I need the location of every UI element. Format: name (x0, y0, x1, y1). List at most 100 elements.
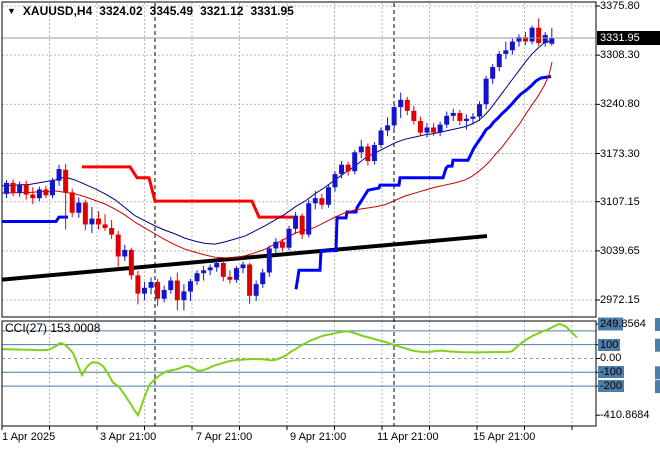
candle[interactable] (168, 280, 174, 290)
candle[interactable] (122, 249, 128, 257)
candle[interactable] (417, 120, 423, 133)
candle[interactable] (128, 249, 134, 276)
candle[interactable] (391, 107, 397, 126)
price-axis-label: 3173.30 (600, 147, 640, 160)
candle[interactable] (536, 27, 542, 44)
candle[interactable] (509, 41, 515, 51)
candle[interactable] (496, 53, 502, 68)
candle[interactable] (102, 224, 108, 229)
trendline[interactable] (0, 234, 488, 282)
candle[interactable] (549, 37, 555, 44)
candle[interactable] (483, 78, 489, 105)
candle[interactable] (155, 281, 161, 299)
candle[interactable] (503, 50, 509, 54)
candle[interactable] (411, 110, 417, 121)
candle[interactable] (76, 202, 82, 213)
candle[interactable] (431, 127, 437, 133)
candle[interactable] (450, 112, 456, 116)
candle[interactable] (194, 273, 200, 282)
candle[interactable] (4, 182, 9, 194)
candle[interactable] (115, 234, 121, 257)
candle[interactable] (43, 189, 49, 196)
candle[interactable] (312, 198, 318, 204)
candle[interactable] (135, 275, 141, 294)
candle[interactable] (529, 27, 535, 42)
candle[interactable] (542, 34, 548, 44)
candle[interactable] (385, 125, 391, 131)
candle[interactable] (201, 270, 207, 274)
candle[interactable] (404, 99, 410, 111)
candle[interactable] (23, 184, 29, 195)
candle[interactable] (266, 248, 272, 273)
ohlc-close-value: 3331.95 (250, 4, 294, 18)
candle[interactable] (82, 202, 88, 225)
candle[interactable] (30, 194, 36, 199)
candle[interactable] (49, 180, 55, 196)
candle[interactable] (477, 104, 483, 117)
candle[interactable] (490, 67, 496, 79)
candle[interactable] (174, 280, 180, 301)
candle[interactable] (227, 276, 233, 280)
candle[interactable] (214, 263, 220, 268)
candle[interactable] (339, 164, 345, 175)
candle[interactable] (109, 228, 115, 235)
candle[interactable] (220, 263, 226, 277)
candle[interactable] (371, 144, 377, 162)
candle[interactable] (516, 37, 522, 42)
candle[interactable] (424, 127, 430, 133)
candle[interactable] (325, 187, 331, 205)
stop-line-red (82, 165, 293, 219)
cci-axis-label: 0.00 (600, 352, 622, 365)
candle[interactable] (378, 130, 384, 145)
candle[interactable] (161, 289, 167, 299)
candle[interactable] (293, 215, 299, 229)
candle[interactable] (69, 192, 75, 213)
candle[interactable] (89, 218, 95, 225)
candle[interactable] (299, 215, 305, 235)
candle[interactable] (240, 264, 246, 269)
candle[interactable] (345, 164, 351, 172)
candle[interactable] (444, 115, 450, 125)
symbol-title: XAUUSD,H4 (22, 4, 93, 18)
candle[interactable] (63, 169, 69, 193)
time-axis-label: 11 Apr 21:00 (377, 431, 439, 443)
candle[interactable] (260, 272, 266, 285)
candles-layer[interactable] (4, 18, 555, 311)
candle[interactable] (358, 146, 364, 153)
symbol-dropdown-icon[interactable]: ▼ (7, 6, 16, 16)
candle[interactable] (148, 281, 154, 288)
current-price-badge: 3331.95 (597, 30, 660, 45)
price-axis-label: 3107.15 (600, 195, 640, 208)
candle[interactable] (10, 182, 16, 194)
candle[interactable] (470, 116, 476, 119)
level-edge-marker (655, 318, 660, 331)
candle[interactable] (187, 281, 193, 292)
candle[interactable] (352, 152, 358, 172)
candle[interactable] (273, 241, 279, 249)
candle[interactable] (253, 284, 259, 296)
candle[interactable] (319, 198, 325, 205)
candle[interactable] (36, 189, 42, 199)
candle[interactable] (437, 124, 443, 133)
candle[interactable] (279, 241, 285, 248)
candle[interactable] (56, 169, 62, 181)
candle[interactable] (398, 99, 404, 108)
candle[interactable] (463, 118, 469, 121)
candle[interactable] (17, 184, 23, 194)
candle[interactable] (181, 291, 187, 301)
candle[interactable] (95, 218, 101, 225)
candle[interactable] (523, 37, 529, 42)
candle[interactable] (332, 174, 338, 188)
candle[interactable] (286, 228, 292, 248)
candle[interactable] (247, 264, 253, 296)
candle[interactable] (233, 268, 239, 280)
candle[interactable] (141, 287, 147, 294)
candle[interactable] (207, 267, 213, 271)
stop-line-blue (294, 75, 552, 290)
candle[interactable] (306, 203, 312, 235)
cci-axis-label: 100 (598, 338, 621, 351)
candle[interactable] (457, 112, 463, 121)
ohlc-open-value: 3324.02 (99, 4, 143, 18)
candle[interactable] (365, 146, 371, 162)
